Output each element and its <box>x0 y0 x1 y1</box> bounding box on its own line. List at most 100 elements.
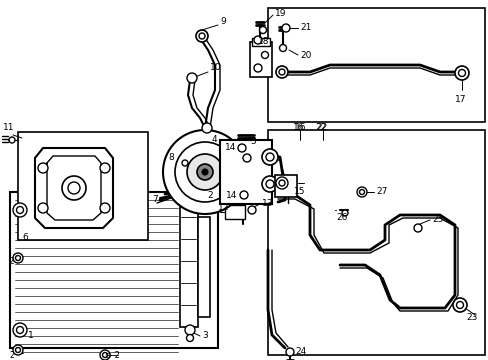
Text: 21: 21 <box>299 22 311 31</box>
Bar <box>10 192 218 348</box>
Circle shape <box>100 350 110 360</box>
Text: 14: 14 <box>225 190 237 199</box>
Circle shape <box>175 142 235 202</box>
Bar <box>18 132 148 240</box>
Circle shape <box>259 27 266 33</box>
Text: 16: 16 <box>292 123 304 132</box>
Circle shape <box>243 154 250 162</box>
Circle shape <box>341 210 347 216</box>
Circle shape <box>240 191 247 199</box>
Text: 17: 17 <box>454 95 466 104</box>
Circle shape <box>17 207 23 213</box>
Text: 12: 12 <box>218 203 229 212</box>
Circle shape <box>202 123 212 133</box>
Text: 6: 6 <box>22 233 28 242</box>
Circle shape <box>13 345 23 355</box>
Circle shape <box>16 256 20 261</box>
Circle shape <box>265 180 273 188</box>
Circle shape <box>68 182 80 194</box>
Circle shape <box>100 203 110 213</box>
Text: 7: 7 <box>152 195 158 204</box>
Bar <box>224 205 244 219</box>
Text: 22: 22 <box>315 123 326 132</box>
Bar <box>267 8 484 122</box>
Text: 4: 4 <box>212 135 217 144</box>
Circle shape <box>182 160 187 166</box>
Bar <box>220 140 271 204</box>
Circle shape <box>186 334 193 342</box>
Text: 22: 22 <box>314 123 325 132</box>
Text: 5: 5 <box>249 138 255 147</box>
Text: ⊙ 2: ⊙ 2 <box>105 351 120 360</box>
Circle shape <box>262 176 278 192</box>
Circle shape <box>186 73 197 83</box>
Circle shape <box>13 203 27 217</box>
Circle shape <box>247 206 256 214</box>
Circle shape <box>275 66 287 78</box>
Circle shape <box>38 203 48 213</box>
Circle shape <box>285 348 293 356</box>
Circle shape <box>100 163 110 173</box>
Text: 19: 19 <box>274 9 286 18</box>
Circle shape <box>38 163 48 173</box>
Circle shape <box>359 189 364 194</box>
Text: 24: 24 <box>294 347 305 356</box>
Text: 26: 26 <box>335 213 346 222</box>
Circle shape <box>9 137 15 143</box>
Bar <box>251 38 269 46</box>
Text: 14: 14 <box>224 144 236 153</box>
Circle shape <box>253 64 262 72</box>
Circle shape <box>458 69 465 77</box>
Bar <box>198 217 209 317</box>
Circle shape <box>282 24 289 32</box>
Circle shape <box>279 45 286 51</box>
Text: 20: 20 <box>299 50 311 59</box>
Bar <box>274 175 296 197</box>
Text: 13: 13 <box>262 198 273 207</box>
Circle shape <box>13 323 27 337</box>
Circle shape <box>13 253 23 263</box>
Circle shape <box>184 325 195 335</box>
Circle shape <box>17 327 23 333</box>
Text: 2: 2 <box>10 351 14 360</box>
Text: 18: 18 <box>258 37 269 46</box>
Circle shape <box>195 198 200 202</box>
Circle shape <box>193 195 203 205</box>
Circle shape <box>456 302 463 309</box>
Circle shape <box>186 154 223 190</box>
Bar <box>249 42 271 77</box>
Circle shape <box>16 347 20 352</box>
Text: 2: 2 <box>8 257 14 266</box>
Circle shape <box>265 153 273 161</box>
Circle shape <box>253 36 262 44</box>
Circle shape <box>238 144 245 152</box>
Bar <box>267 130 484 355</box>
Text: 9: 9 <box>220 18 225 27</box>
Text: 1: 1 <box>28 330 34 339</box>
Circle shape <box>452 298 466 312</box>
Text: 3: 3 <box>202 332 207 341</box>
Circle shape <box>454 66 468 80</box>
Circle shape <box>413 224 421 232</box>
Text: 23: 23 <box>465 314 476 323</box>
Circle shape <box>62 176 86 200</box>
Circle shape <box>199 33 204 39</box>
Text: 2: 2 <box>206 190 212 199</box>
Circle shape <box>202 169 207 175</box>
Circle shape <box>275 177 287 189</box>
Circle shape <box>102 352 107 357</box>
Circle shape <box>163 130 246 214</box>
Circle shape <box>197 164 213 180</box>
Circle shape <box>196 30 207 42</box>
Text: 11: 11 <box>3 123 15 132</box>
Text: 8: 8 <box>168 153 173 162</box>
Circle shape <box>279 69 285 75</box>
Text: 16: 16 <box>294 123 306 132</box>
Circle shape <box>261 51 268 58</box>
Text: 15: 15 <box>293 188 305 197</box>
Circle shape <box>279 180 285 186</box>
Text: 10: 10 <box>209 63 221 72</box>
Circle shape <box>356 187 366 197</box>
Bar <box>180 207 198 327</box>
Circle shape <box>262 149 278 165</box>
